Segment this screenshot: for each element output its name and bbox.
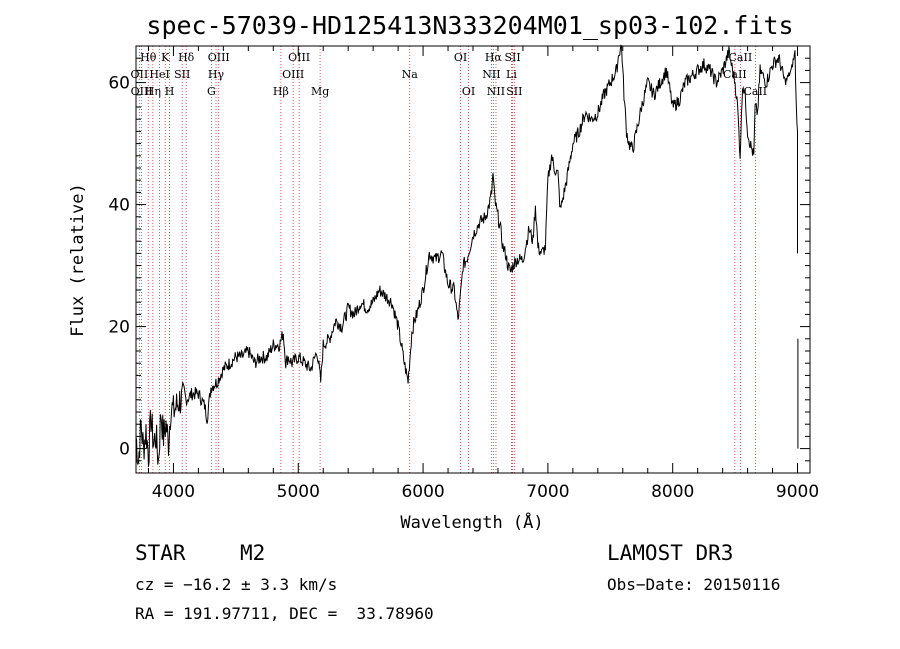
spectrum-line	[135, 44, 799, 467]
marker-label: Li	[506, 68, 517, 81]
marker-label: G	[207, 85, 216, 98]
chart-title: spec-57039-HD125413N333204M01_sp03-102.f…	[146, 11, 793, 40]
marker-label: CaII	[723, 68, 747, 81]
y-axis-ticks: 0 20 40 60	[108, 45, 810, 474]
marker-label: HeI	[149, 68, 169, 81]
marker-label: SII	[174, 68, 190, 81]
marker-label: OIII	[288, 51, 310, 64]
marker-label: OIII	[208, 51, 230, 64]
y-axis-label: Flux (relative)	[68, 183, 88, 337]
coordinates: RA = 191.97711, DEC = 33.78960	[135, 604, 434, 623]
marker-label: Hη	[145, 85, 161, 98]
marker-label: NII	[487, 85, 505, 98]
y-tick-label: 60	[108, 74, 130, 94]
x-tick-label: 9000	[776, 482, 819, 502]
plot-frame	[135, 45, 811, 474]
marker-label: Na	[402, 68, 419, 81]
marker-label: OII	[131, 68, 149, 81]
x-axis-ticks: 4000 5000 6000 7000 8000 9000	[147, 46, 819, 502]
marker-label: OI	[454, 51, 467, 64]
marker-label: CaII	[743, 85, 767, 98]
x-tick-label: 6000	[401, 482, 444, 502]
marker-label: Hθ	[140, 51, 157, 64]
marker-label: SII	[504, 51, 520, 64]
line-markers-layer	[138, 46, 756, 473]
marker-label: Hδ	[178, 51, 195, 64]
marker-label: OIII	[282, 68, 304, 81]
x-axis-label: Wavelength (Å)	[400, 511, 543, 533]
redshift-velocity: cz = −16.2 ± 3.3 km/s	[135, 575, 338, 594]
marker-label: NII	[482, 68, 500, 81]
marker-label: Hα	[485, 51, 503, 64]
x-tick-label: 5000	[277, 482, 320, 502]
x-tick-label: 8000	[651, 482, 694, 502]
marker-label: H	[165, 85, 175, 98]
marker-label: Hβ	[273, 85, 289, 98]
y-tick-label: 0	[119, 440, 130, 460]
observation-date: Obs−Date: 20150116	[607, 575, 781, 594]
y-tick-label: 40	[108, 196, 130, 216]
x-tick-label: 7000	[526, 482, 569, 502]
marker-label: OI	[462, 85, 475, 98]
marker-label: K	[161, 51, 170, 64]
marker-label: CaII	[729, 51, 753, 64]
x-tick-label: 4000	[152, 482, 195, 502]
survey-name: LAMOST DR3	[607, 541, 734, 565]
marker-label: Hγ	[208, 68, 225, 81]
object-subclass: M2	[240, 541, 266, 565]
marker-label: Mg	[311, 85, 329, 98]
y-tick-label: 20	[108, 318, 130, 338]
marker-label: SII	[506, 85, 522, 98]
object-class: STAR	[135, 541, 186, 565]
